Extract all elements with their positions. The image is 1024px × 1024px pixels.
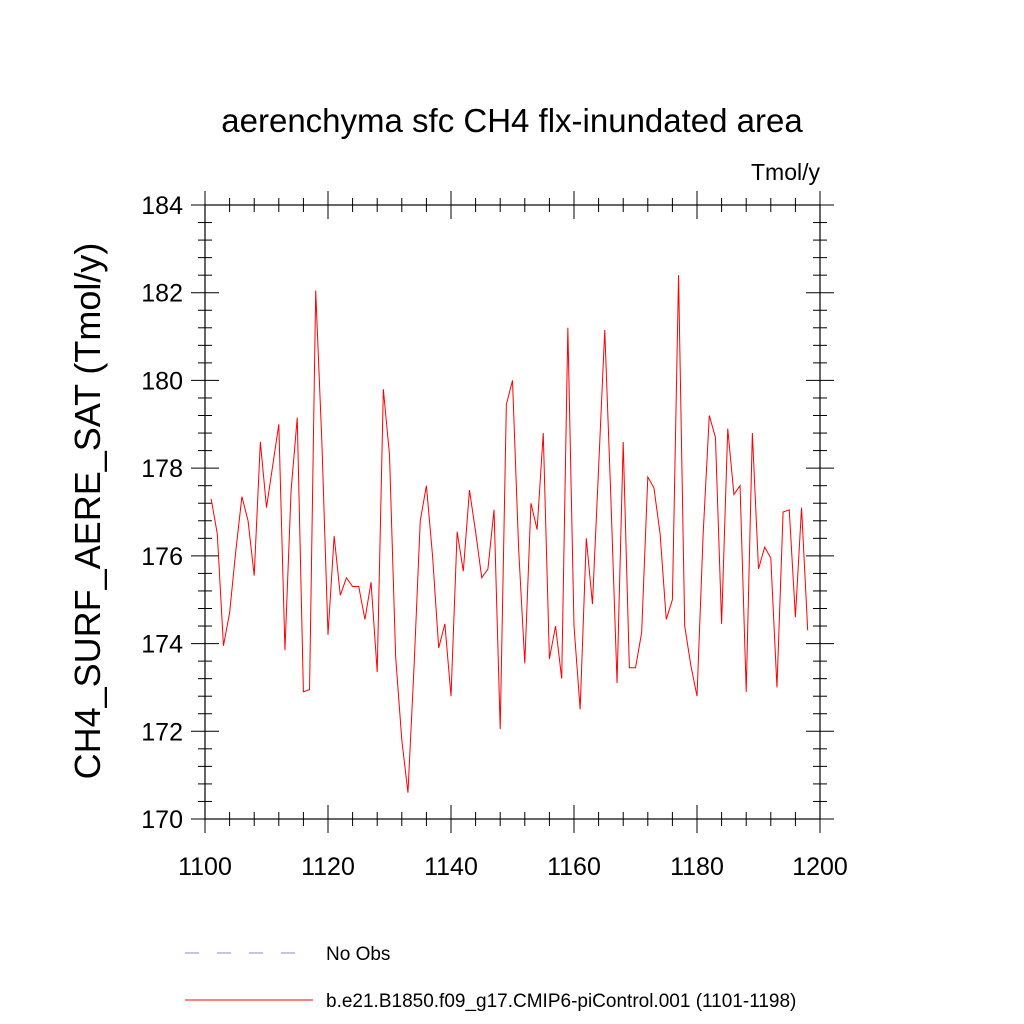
y-tick-label: 176 [141,543,183,571]
x-tick-label: 1140 [424,853,478,881]
y-tick-label: 182 [141,280,183,308]
y-tick-labels: 170 172 174 176 178 180 182 184 [141,192,183,834]
y-tick-label: 172 [141,718,183,746]
legend-label-model-run: b.e21.B1850.f09_g17.CMIP6-piControl.001 … [326,991,796,1012]
x-tick-label: 1100 [178,853,232,881]
chart-title: aerenchyma sfc CH4 flx-inundated area [221,102,803,139]
series-line [210,275,809,793]
legend-label-no-obs: No Obs [326,944,390,965]
plot-frame [204,204,821,820]
legend: No Obs b.e21.B1850.f09_g17.CMIP6-piContr… [185,944,796,1012]
y-axis-title: CH4_SURF_AERE_SAT (Tmol/y) [67,243,108,780]
y-tick-label: 170 [141,806,183,834]
y-tick-label: 178 [141,455,183,483]
y-tick-label: 180 [141,367,183,395]
axis-ticks [191,191,834,833]
x-tick-label: 1120 [301,853,355,881]
data-series [210,275,809,793]
x-tick-label: 1180 [670,853,724,881]
units-label: Tmol/y [751,159,821,185]
x-tick-labels: 1100 1120 1140 1160 1180 1200 [178,853,848,881]
x-tick-label: 1160 [547,853,601,881]
y-tick-label: 184 [141,192,183,220]
x-tick-label: 1200 [792,853,848,881]
y-tick-label: 174 [141,631,183,659]
